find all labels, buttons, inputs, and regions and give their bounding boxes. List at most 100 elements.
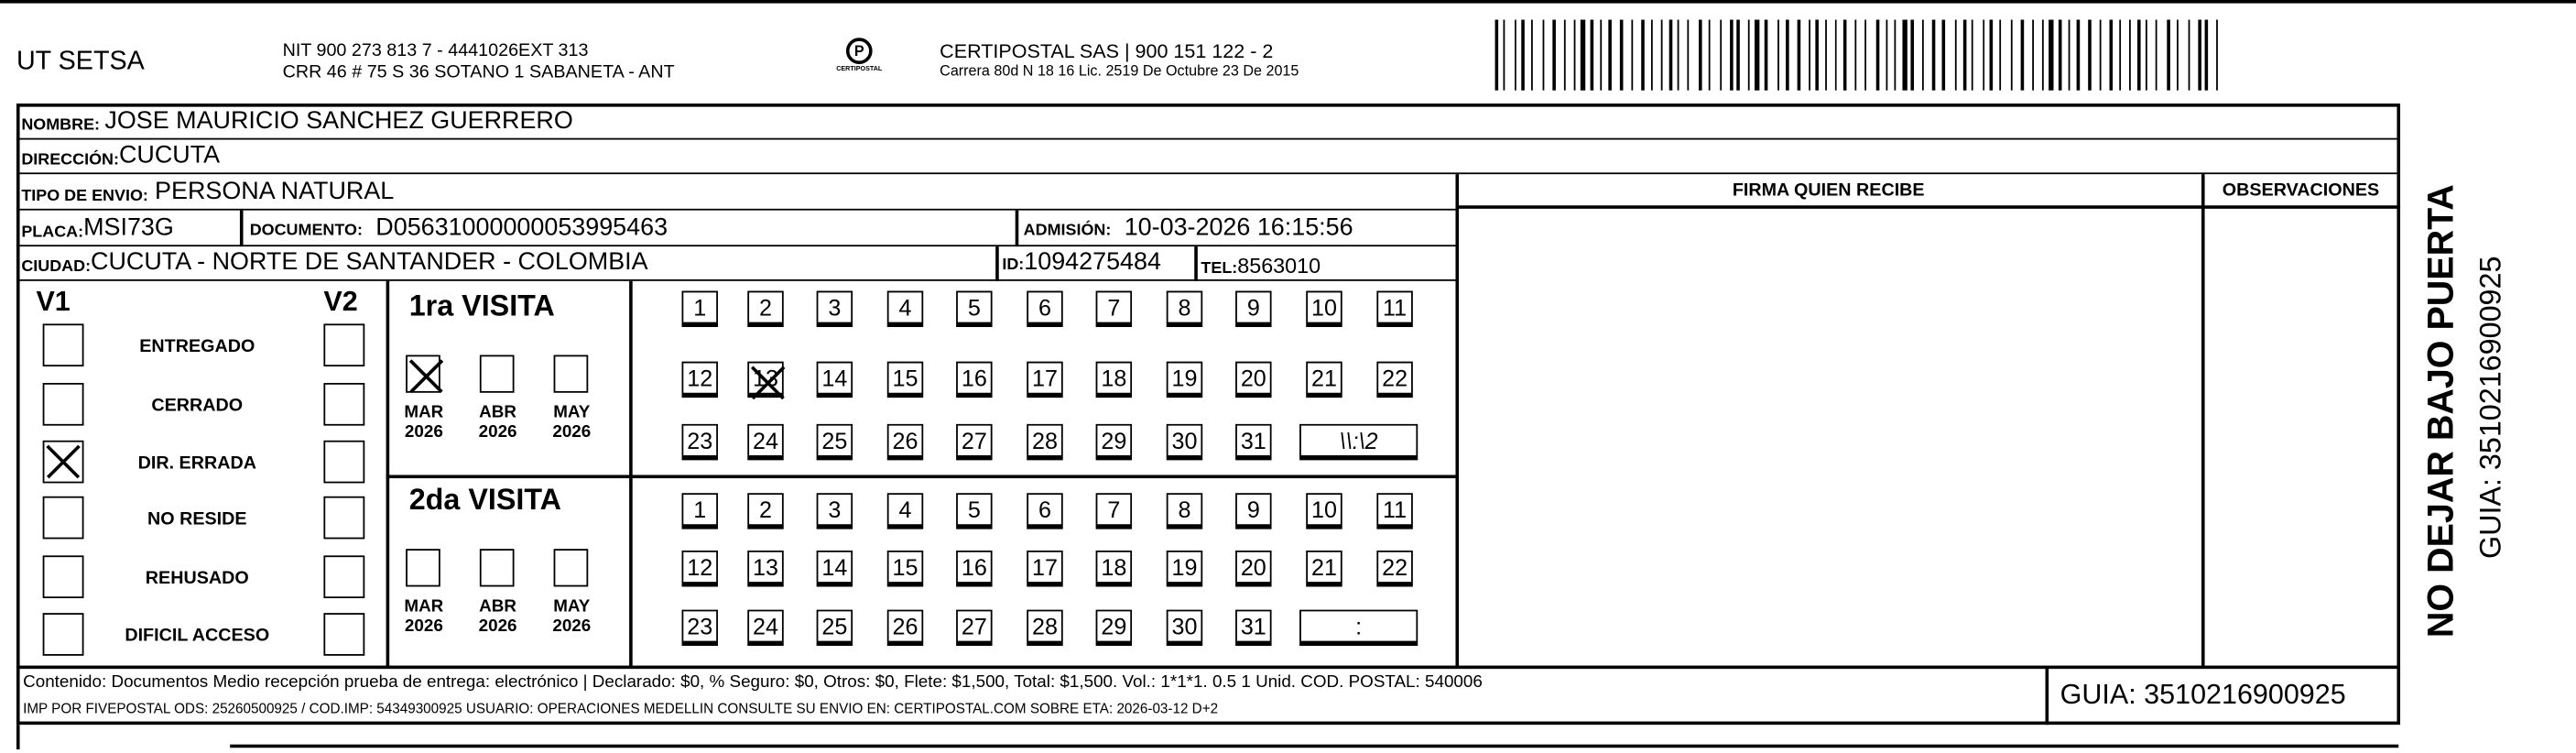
v2-checkbox[interactable]	[323, 555, 365, 599]
month-checkbox[interactable]	[406, 355, 440, 393]
day-box[interactable]: 10	[1306, 493, 1342, 529]
barcode-bar	[1898, 19, 1902, 91]
day-box[interactable]: 20	[1235, 361, 1272, 398]
day-box[interactable]: 21	[1306, 361, 1342, 398]
day-box[interactable]: 16	[956, 361, 993, 398]
month-checkbox[interactable]	[479, 355, 515, 393]
v1-checkbox[interactable]	[42, 613, 84, 656]
day-box[interactable]: 1	[681, 493, 718, 529]
day-box[interactable]: 25	[816, 423, 853, 461]
v2-checkbox[interactable]	[323, 613, 365, 656]
day-box[interactable]: 9	[1235, 493, 1272, 529]
day-box[interactable]: 22	[1376, 361, 1413, 398]
day-box[interactable]: 28	[1027, 609, 1063, 647]
barcode-bar	[1824, 19, 1828, 91]
day-box[interactable]: 13	[747, 550, 784, 587]
day-box[interactable]: 27	[956, 423, 993, 461]
day-box[interactable]: 29	[1095, 609, 1133, 647]
day-box[interactable]: 7	[1095, 290, 1133, 328]
day-box[interactable]: 14	[816, 361, 853, 398]
v2-checkbox[interactable]	[323, 440, 365, 484]
day-box[interactable]: 3	[816, 493, 853, 529]
day-box[interactable]: 14	[816, 550, 853, 587]
day-box[interactable]: 20	[1235, 550, 1272, 587]
day-box[interactable]: 12	[681, 361, 718, 398]
day-box[interactable]: 5	[956, 290, 993, 328]
barcode-bar	[2197, 19, 2201, 91]
signature-area[interactable]	[1459, 209, 2198, 666]
day-box[interactable]: 2	[747, 493, 784, 529]
v1-checkbox[interactable]	[42, 440, 84, 484]
barcode-bar	[1516, 19, 1520, 91]
v1-checkbox[interactable]	[42, 496, 84, 540]
day-box[interactable]: 24	[747, 609, 784, 647]
month-checkbox[interactable]	[553, 549, 589, 587]
barcode-bar	[1908, 19, 1910, 91]
barcode-bar	[1802, 19, 1807, 91]
day-box[interactable]: 18	[1095, 361, 1133, 398]
day-box[interactable]: 30	[1166, 423, 1203, 461]
day-box[interactable]: 31	[1235, 423, 1272, 461]
day-box[interactable]: 26	[886, 423, 924, 461]
day-box[interactable]: 4	[886, 493, 924, 529]
day-box[interactable]: 28	[1027, 423, 1063, 461]
day-box[interactable]: 23	[681, 423, 718, 461]
v1-checkbox[interactable]	[42, 383, 84, 426]
barcode-bar	[1530, 19, 1534, 91]
day-box[interactable]: 7	[1095, 493, 1133, 529]
barcode-bar	[1615, 19, 1617, 91]
barcode-bar	[1947, 19, 1951, 91]
day-box[interactable]: 16	[956, 550, 993, 587]
day-box[interactable]: 30	[1166, 609, 1203, 647]
v2-checkbox[interactable]	[323, 323, 365, 367]
day-box[interactable]: 10	[1306, 290, 1342, 328]
day-box[interactable]: 17	[1027, 550, 1063, 587]
day-box[interactable]: 4	[886, 290, 924, 328]
observaciones-area[interactable]	[2205, 209, 2397, 666]
day-box[interactable]: 21	[1306, 550, 1342, 587]
month-checkbox[interactable]	[479, 549, 515, 587]
barcode-bar	[2083, 19, 2085, 91]
time-box[interactable]: :	[1299, 609, 1418, 647]
day-box[interactable]: 8	[1166, 493, 1203, 529]
day-box[interactable]: 25	[816, 609, 853, 647]
v1-checkbox[interactable]	[42, 323, 84, 367]
month-checkbox[interactable]	[406, 549, 440, 587]
v1-checkbox[interactable]	[42, 555, 84, 599]
day-box[interactable]: 11	[1376, 493, 1413, 529]
day-box[interactable]: 6	[1027, 493, 1063, 529]
day-box[interactable]: 17	[1027, 361, 1063, 398]
day-box[interactable]: 12	[681, 550, 718, 587]
day-box[interactable]: 15	[886, 361, 924, 398]
day-box[interactable]: 8	[1166, 290, 1203, 328]
day-box[interactable]: 15	[886, 550, 924, 587]
day-box[interactable]: 27	[956, 609, 993, 647]
day-box[interactable]: 6	[1027, 290, 1063, 328]
day-box[interactable]: 22	[1376, 550, 1413, 587]
day-box[interactable]: 2	[747, 290, 784, 328]
day-box[interactable]: 5	[956, 493, 993, 529]
divider	[239, 210, 243, 247]
day-box[interactable]: 9	[1235, 290, 1272, 328]
day-box[interactable]: 31	[1235, 609, 1272, 647]
day-box[interactable]: 19	[1166, 550, 1203, 587]
day-box[interactable]: 13	[747, 361, 784, 398]
day-box[interactable]: 1	[681, 290, 718, 328]
v2-checkbox[interactable]	[323, 383, 365, 426]
barcode-bar	[2071, 19, 2074, 91]
day-box[interactable]: 18	[1095, 550, 1133, 587]
v2-checkbox[interactable]	[323, 496, 365, 540]
day-box[interactable]: 19	[1166, 361, 1203, 398]
day-box[interactable]: 29	[1095, 423, 1133, 461]
day-box[interactable]: 11	[1376, 290, 1413, 328]
month-checkbox[interactable]	[553, 355, 589, 393]
observaciones-label: OBSERVACIONES	[2222, 180, 2380, 201]
admision-field: ADMISIÓN: 10-03-2026 16:15:56	[1024, 213, 1353, 243]
day-box[interactable]: 23	[681, 609, 718, 647]
time-box[interactable]: \\:\2	[1299, 423, 1418, 461]
barcode-bar	[1668, 19, 1673, 91]
day-box[interactable]: 3	[816, 290, 853, 328]
day-box[interactable]: 26	[886, 609, 924, 647]
day-box[interactable]: 24	[747, 423, 784, 461]
